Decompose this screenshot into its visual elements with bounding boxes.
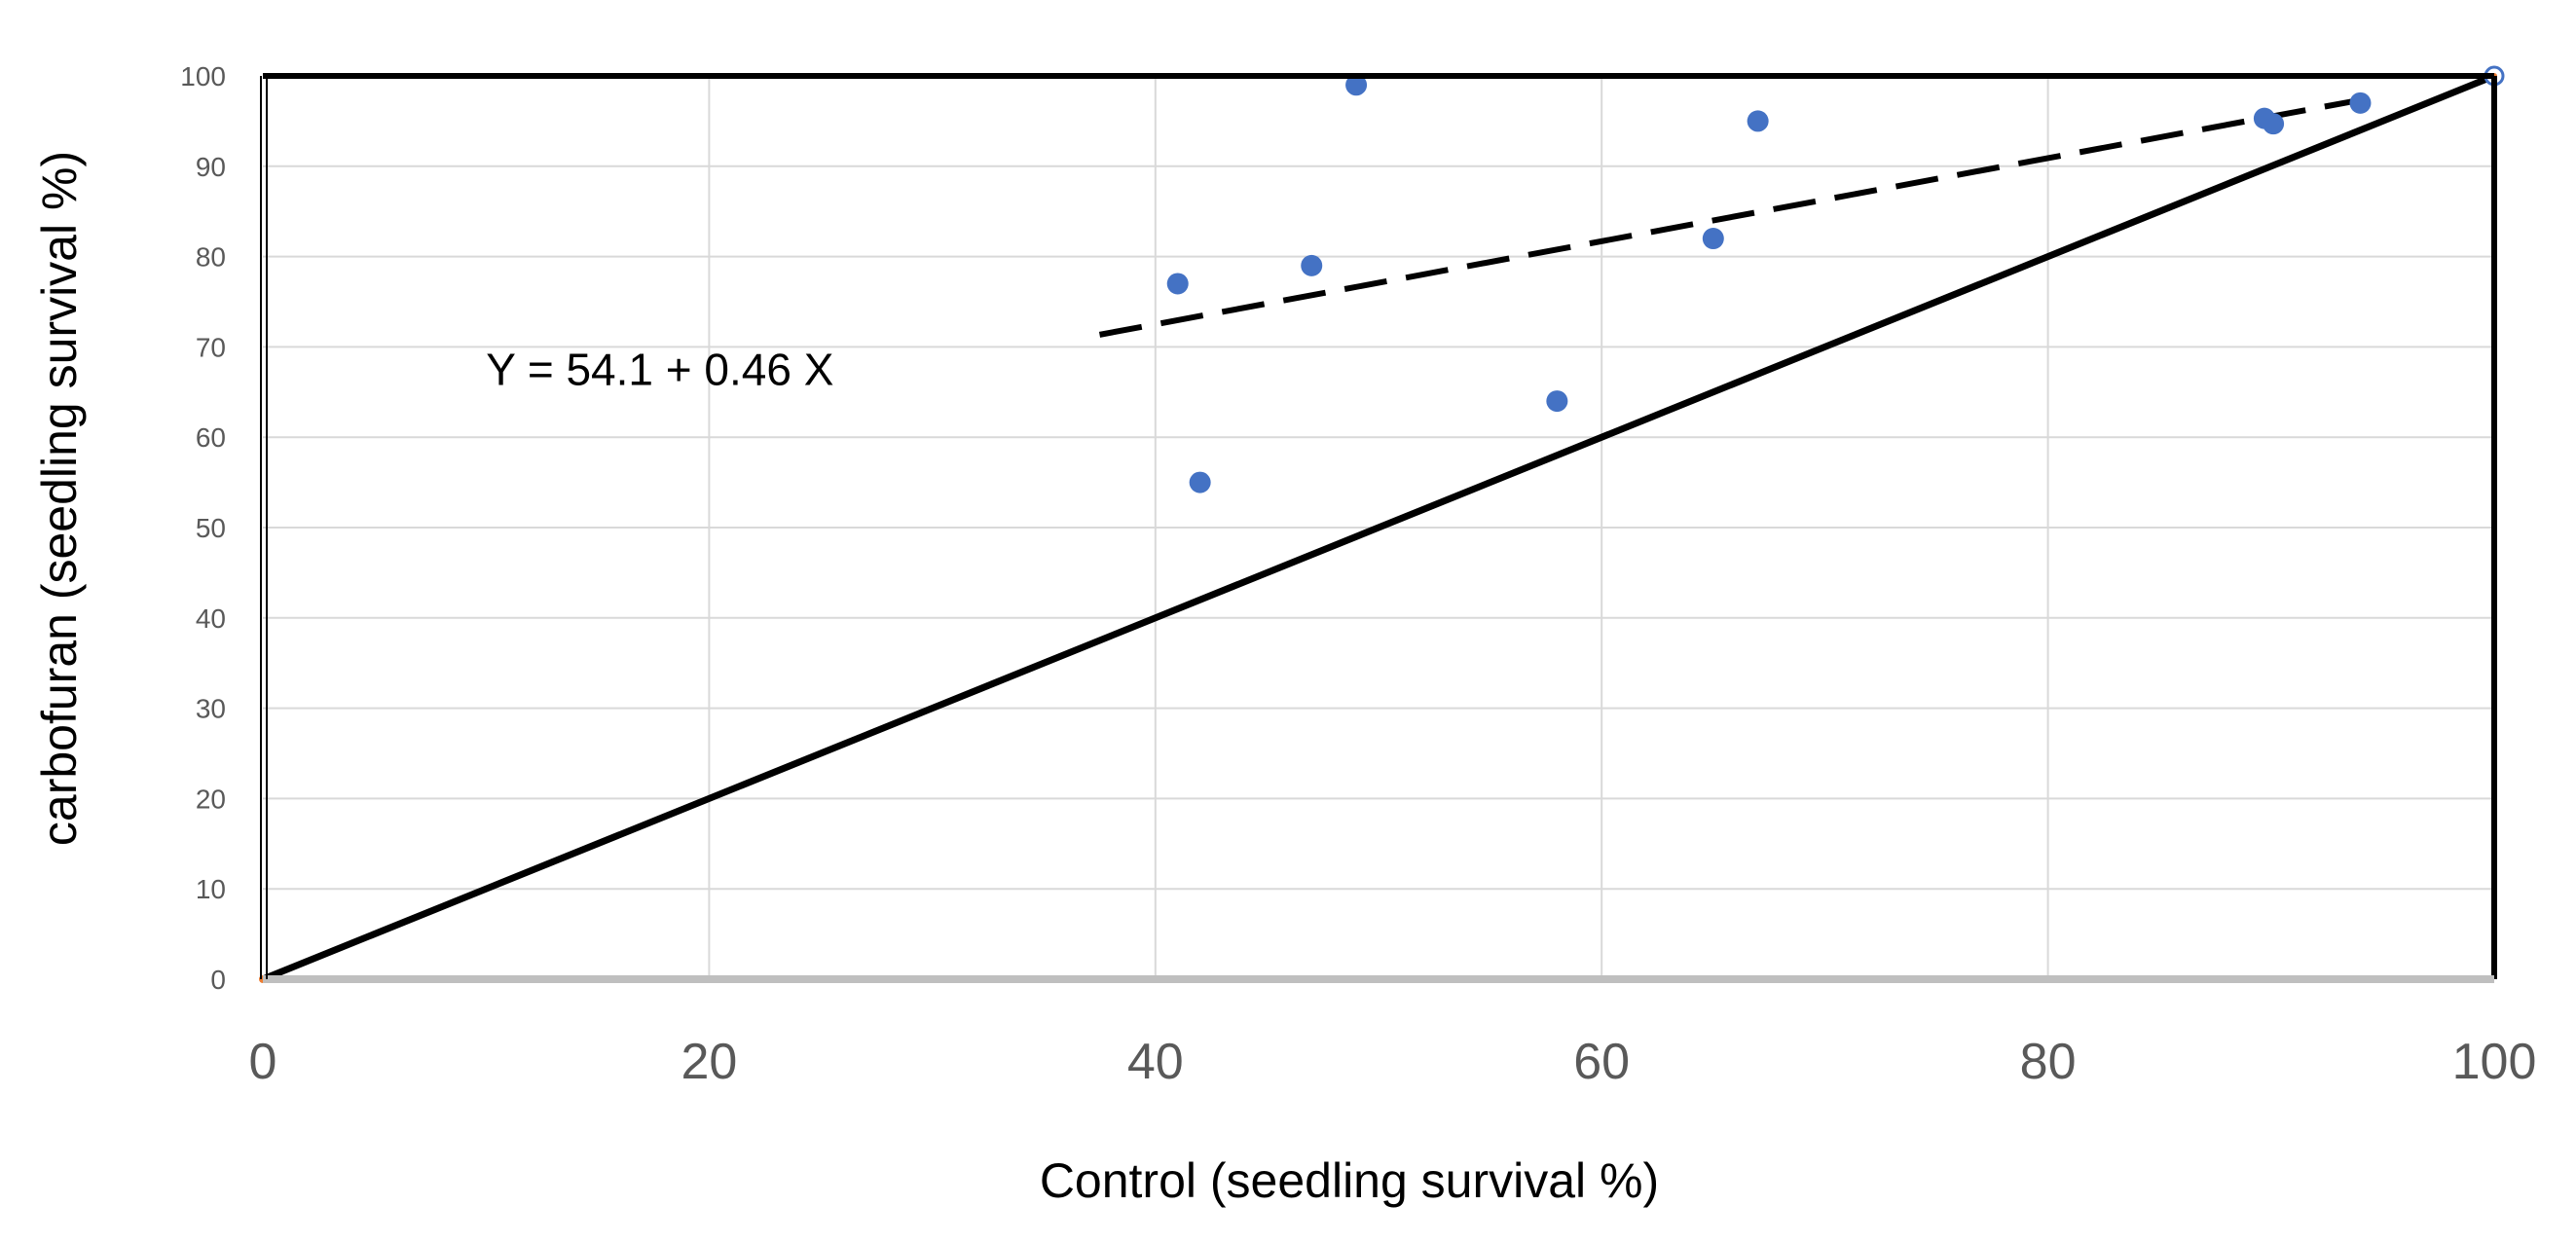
y-tick-label: 30	[196, 694, 226, 724]
y-tick-label: 60	[196, 422, 226, 453]
y-tick-label: 100	[180, 61, 226, 91]
y-tick-label: 70	[196, 332, 226, 362]
plot-frame	[260, 73, 2497, 983]
data-point	[1345, 74, 1368, 96]
x-tick-label: 60	[1573, 1034, 1630, 1090]
data-point	[1301, 254, 1323, 276]
data-point	[2349, 91, 2372, 114]
y-tick-label: 40	[196, 603, 226, 634]
data-point	[1189, 471, 1211, 493]
y-tick-label: 50	[196, 513, 226, 543]
y-axis-label: carbofuran (seedling survival %)	[32, 151, 87, 846]
x-tick-label: 0	[249, 1034, 277, 1090]
x-tick-label: 20	[681, 1034, 737, 1090]
data-point	[1546, 390, 1568, 413]
y-tick-label: 20	[196, 784, 226, 814]
data-point	[1166, 273, 1189, 295]
x-tick-label: 40	[1127, 1034, 1184, 1090]
y-tick-label: 90	[196, 152, 226, 182]
data-point	[1747, 110, 1769, 132]
regression-line-group	[1098, 96, 2362, 338]
y-tick-label: 80	[196, 242, 226, 273]
x-tick-label: 80	[2020, 1034, 2077, 1090]
data-points	[259, 65, 2505, 983]
y-tick-label: 0	[210, 965, 226, 995]
reference-line-group	[261, 72, 2496, 983]
regression-line	[1098, 96, 2362, 338]
regression-equation: Y = 54.1 + 0.46 X	[486, 345, 833, 395]
tick-labels: 0 10 20 30 40 50 60 70 80 90 100 0 20 40 60 80 100	[180, 61, 2536, 1090]
data-point	[1702, 228, 1724, 250]
reference-line	[261, 72, 2496, 983]
x-tick-label: 100	[2452, 1034, 2537, 1090]
x-axis-label: Control (seedling survival %)	[1040, 1153, 1659, 1208]
y-tick-label: 10	[196, 874, 226, 904]
data-point	[2263, 113, 2285, 135]
